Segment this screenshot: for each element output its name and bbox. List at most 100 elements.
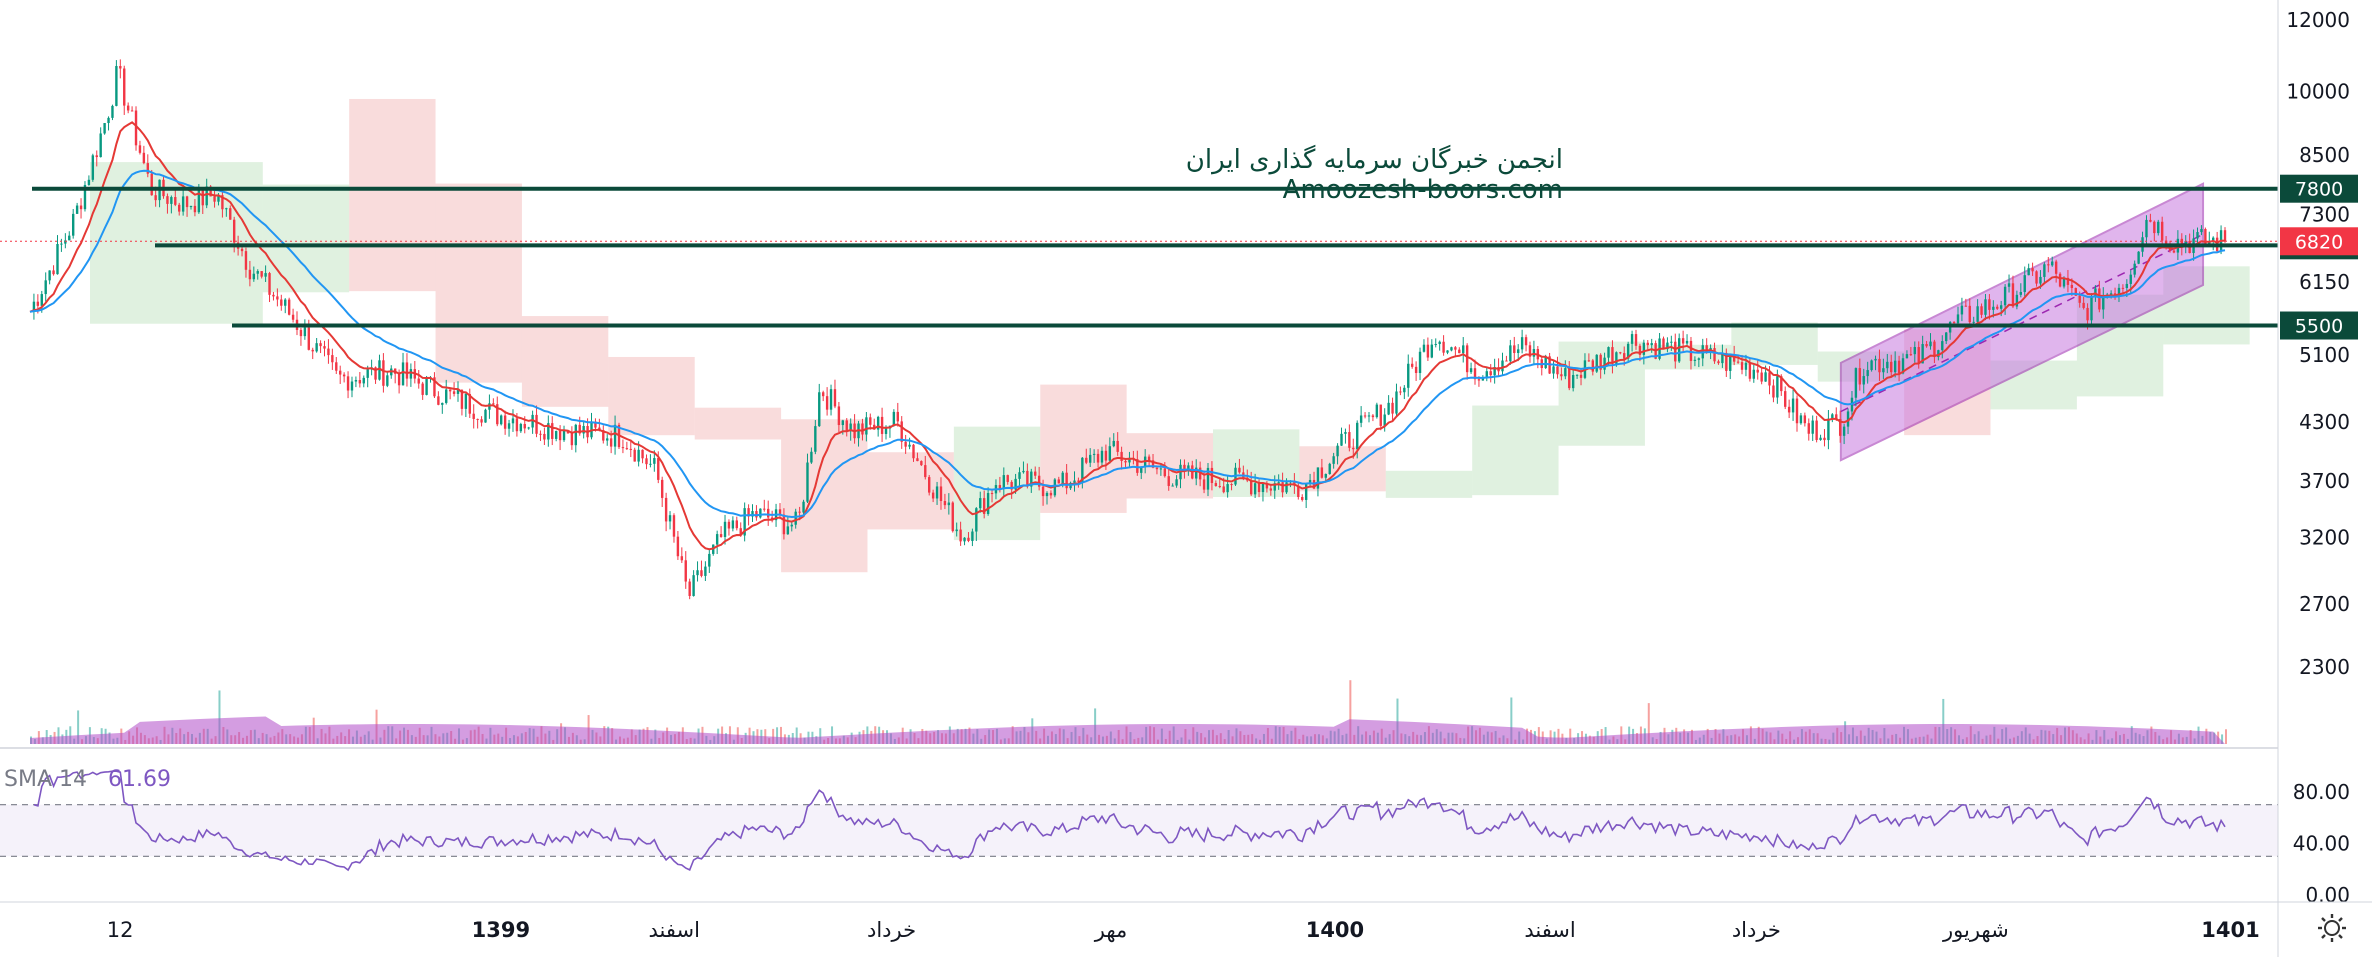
- candle-body: [806, 462, 809, 502]
- candle-body: [1108, 446, 1112, 461]
- volume-bar: [218, 690, 221, 744]
- candle-body: [1375, 404, 1379, 418]
- candle-body: [896, 411, 899, 422]
- ema-slow-line: [29, 169, 2226, 519]
- candle-body: [1623, 353, 1626, 359]
- candle-body: [2035, 271, 2038, 284]
- candle-body: [825, 396, 829, 410]
- candle-body: [1030, 471, 1033, 487]
- candle-body: [468, 393, 471, 414]
- candle-body: [1587, 360, 1591, 362]
- candle-body: [1018, 472, 1021, 479]
- candle-body: [166, 196, 169, 204]
- candle-body: [955, 529, 958, 532]
- candle-body: [1363, 415, 1367, 417]
- candle-body: [1159, 468, 1163, 470]
- candle-body: [71, 213, 75, 236]
- candle-body: [268, 273, 271, 295]
- candle-body: [1434, 344, 1437, 346]
- candle-body: [111, 105, 114, 118]
- price-tick-label: 5100: [2299, 343, 2350, 367]
- candle-body: [1198, 467, 1202, 480]
- candle-body: [943, 501, 947, 506]
- candle-body: [1473, 368, 1477, 380]
- candle-body: [798, 511, 801, 513]
- volume-bar: [1549, 730, 1552, 744]
- candle-body: [1214, 483, 1218, 487]
- candle-body: [488, 403, 491, 410]
- candle-body: [2027, 268, 2030, 276]
- candle-body: [311, 349, 314, 352]
- candle-body: [1929, 341, 1932, 347]
- candle-body: [684, 560, 687, 582]
- candle-body: [1725, 352, 1728, 371]
- candle-body: [1301, 497, 1304, 500]
- candle-body: [1359, 415, 1363, 423]
- candle-body: [1619, 352, 1622, 354]
- candle-body: [1100, 450, 1104, 463]
- candle-body: [688, 581, 691, 596]
- candle-body: [484, 409, 487, 423]
- ema-fast-line: [29, 121, 2226, 551]
- candle-body: [849, 423, 852, 432]
- candle-body: [460, 389, 464, 409]
- candle-body: [252, 273, 256, 280]
- candle-body: [1909, 354, 1913, 356]
- candle-body: [1752, 369, 1756, 379]
- candle-body: [1336, 445, 1339, 457]
- candle-body: [1807, 423, 1810, 434]
- candle-body: [1689, 340, 1693, 361]
- level-label-5500: 5500: [2295, 316, 2343, 338]
- candle-body: [232, 219, 236, 243]
- candle-body: [2039, 276, 2042, 284]
- settings-icon[interactable]: [2318, 914, 2346, 942]
- candle-body: [818, 392, 821, 427]
- candle-body: [1681, 338, 1685, 344]
- candle-body: [409, 369, 413, 379]
- candle-body: [1332, 456, 1335, 464]
- candle-body: [1721, 352, 1724, 364]
- candle-body: [126, 105, 130, 111]
- candle-body: [421, 383, 424, 395]
- candle-body: [1729, 354, 1732, 371]
- candle-body: [1136, 459, 1139, 473]
- candle-body: [1465, 345, 1469, 373]
- candle-body: [971, 531, 974, 541]
- candle-body: [2098, 288, 2101, 310]
- candle-body: [876, 416, 880, 430]
- candle-body: [1893, 360, 1897, 373]
- rsi-line: [33, 770, 2226, 872]
- candle-body: [1666, 342, 1669, 350]
- candle-body: [225, 208, 228, 210]
- candle-body: [653, 458, 656, 464]
- volume-bar: [45, 730, 48, 744]
- candle-body: [951, 502, 954, 532]
- candle-body: [1481, 378, 1485, 381]
- volume-bar: [1510, 697, 1513, 744]
- candle-body: [476, 418, 479, 420]
- candle-body: [2129, 274, 2132, 284]
- volume-bar: [2221, 734, 2224, 744]
- candle-body: [1253, 483, 1257, 495]
- candle-body: [1996, 306, 1999, 309]
- candle-body: [1513, 345, 1516, 353]
- candle-body: [1630, 334, 1634, 344]
- candle-body: [1713, 348, 1716, 362]
- candle-body: [1662, 338, 1665, 350]
- candle-body: [519, 423, 523, 432]
- candle-body: [680, 556, 684, 561]
- candle-body: [782, 514, 786, 535]
- candle-body: [1399, 391, 1402, 393]
- candle-body: [1670, 341, 1673, 343]
- candle-body: [1462, 345, 1465, 354]
- candle-body: [1964, 305, 1968, 307]
- time-axis-label: خرداد: [867, 918, 916, 942]
- candle-body: [1736, 361, 1740, 363]
- candle-body: [331, 355, 334, 363]
- candle-body: [676, 536, 680, 557]
- candle-body: [1418, 351, 1422, 374]
- candle-body: [1595, 354, 1598, 372]
- candle-body: [1776, 376, 1779, 398]
